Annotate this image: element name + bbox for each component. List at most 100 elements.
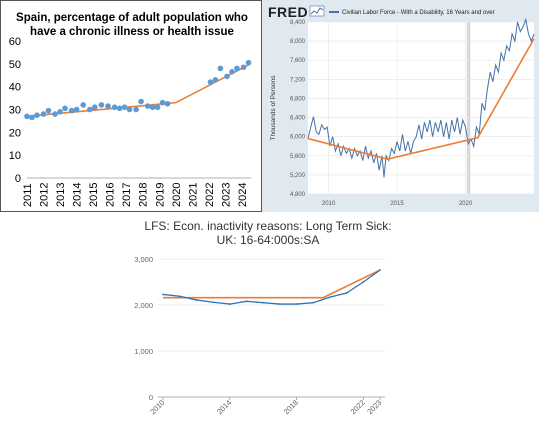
lfs-x-tick-label: 2018 xyxy=(282,398,300,416)
lfs-chart: LFS: Econ. inactivity reasons: Long Term… xyxy=(134,219,391,416)
spain-data-point xyxy=(91,104,98,111)
spain-chart-panel: Spain, percentage of adult population wh… xyxy=(0,0,262,212)
spain-y-tick-label: 0 xyxy=(15,173,21,185)
fred-x-tick-label: 2010 xyxy=(322,201,336,207)
fred-logo-icon xyxy=(309,5,325,17)
fred-x-tick-label: 2015 xyxy=(390,201,404,207)
spain-data-point xyxy=(159,99,166,106)
lfs-data-point xyxy=(329,296,331,299)
spain-data-point xyxy=(116,105,123,112)
lfs-y-tick-label: 1,000 xyxy=(134,347,153,356)
fred-y-tick-label: 6,800 xyxy=(290,96,306,102)
spain-data-point xyxy=(105,103,111,109)
spain-data-point xyxy=(87,106,93,113)
lfs-chart-title-line-2: UK: 16-64:000s:SA xyxy=(217,233,320,247)
fred-y-tick-label: 7,200 xyxy=(290,77,306,83)
spain-data-point xyxy=(212,77,219,83)
spain-data-point xyxy=(133,106,139,113)
spain-data-point xyxy=(234,65,240,72)
spain-data-point xyxy=(34,112,40,119)
fred-recession-band xyxy=(466,22,471,194)
spain-y-tick-label: 40 xyxy=(9,82,21,94)
fred-chart: FRED Civilian Labor Force - With a Disab… xyxy=(268,4,535,207)
spain-x-tick-label: 2013 xyxy=(55,183,67,207)
fred-y-tick-label: 6,000 xyxy=(290,135,306,141)
spain-data-point xyxy=(45,107,52,114)
spain-data-point xyxy=(245,59,252,66)
spain-y-tick-label: 30 xyxy=(9,105,21,117)
lfs-series-line xyxy=(162,269,381,305)
lfs-chart-panel: LFS: Econ. inactivity reasons: Long Term… xyxy=(0,216,539,428)
lfs-y-tick-label: 3,000 xyxy=(134,255,153,264)
lfs-data-point xyxy=(345,292,348,294)
spain-data-point xyxy=(52,111,58,117)
spain-y-tick-label: 60 xyxy=(9,36,21,48)
spain-y-tick-label: 20 xyxy=(9,127,21,139)
fred-y-axis-label: Thousands of Persons xyxy=(270,75,277,141)
spain-x-tick-label: 2022 xyxy=(204,183,216,207)
spain-y-tick-label: 50 xyxy=(9,59,21,71)
spain-x-tick-label: 2011 xyxy=(22,183,34,207)
spain-x-tick-label: 2019 xyxy=(154,183,166,207)
spain-data-point xyxy=(217,65,224,72)
fred-y-tick-label: 7,600 xyxy=(290,58,306,64)
spain-data-point xyxy=(68,107,75,114)
spain-x-tick-label: 2020 xyxy=(171,183,183,207)
spain-data-point xyxy=(144,103,151,109)
spain-x-tick-label: 2015 xyxy=(88,183,100,207)
fred-y-tick-label: 8,000 xyxy=(290,39,306,45)
spain-data-point xyxy=(29,114,35,121)
spain-data-point xyxy=(73,106,80,113)
spain-data-point xyxy=(164,100,171,107)
fred-chart-title: Civilian Labor Force - With a Disability… xyxy=(342,10,495,16)
spain-data-point xyxy=(240,64,247,71)
spain-data-point xyxy=(207,79,214,85)
spain-data-point xyxy=(138,98,144,105)
lfs-chart-title-line-1: LFS: Econ. inactivity reasons: Long Term… xyxy=(144,219,391,233)
lfs-x-tick-label: 2023 xyxy=(365,398,383,416)
fred-y-tick-label: 5,600 xyxy=(290,154,306,160)
lfs-data-point xyxy=(228,303,231,305)
lfs-x-tick-label: 2014 xyxy=(215,398,233,416)
spain-x-tick-label: 2023 xyxy=(220,183,232,207)
spain-data-point xyxy=(126,106,133,113)
spain-data-point xyxy=(57,108,63,115)
spain-data-point xyxy=(24,113,30,120)
spain-x-tick-label: 2014 xyxy=(72,183,84,207)
spain-data-point xyxy=(40,111,47,117)
spain-data-point xyxy=(154,104,161,111)
spain-x-tick-label: 2012 xyxy=(39,183,51,207)
spain-x-tick-label: 2018 xyxy=(138,183,150,207)
fred-x-tick-label: 2020 xyxy=(459,201,473,207)
lfs-data-point xyxy=(379,269,381,271)
fred-chart-panel: FRED Civilian Labor Force - With a Disab… xyxy=(262,0,539,212)
lfs-trend-line xyxy=(163,269,381,299)
fred-y-tick-label: 5,200 xyxy=(290,173,306,179)
fred-y-tick-label: 6,400 xyxy=(290,116,306,122)
lfs-data-point xyxy=(278,303,281,305)
spain-data-point xyxy=(111,104,118,111)
spain-data-point xyxy=(229,69,235,75)
spain-data-point xyxy=(62,105,68,112)
lfs-x-tick-label: 2022 xyxy=(349,398,367,416)
spain-chart: Spain, percentage of adult population wh… xyxy=(9,12,252,207)
fred-y-tick-label: 4,800 xyxy=(290,192,306,198)
lfs-data-point xyxy=(162,293,164,296)
spain-y-tick-label: 10 xyxy=(9,150,21,162)
lfs-data-point xyxy=(212,301,214,304)
lfs-y-tick-label: 0 xyxy=(149,393,153,402)
spain-x-tick-label: 2017 xyxy=(121,183,133,207)
spain-x-tick-label: 2024 xyxy=(237,183,249,207)
fred-logo: FRED xyxy=(268,4,308,20)
spain-x-tick-label: 2021 xyxy=(187,183,199,207)
lfs-data-point xyxy=(195,299,198,301)
fred-y-tick-label: 8,400 xyxy=(290,20,306,26)
spain-data-point xyxy=(224,73,230,80)
lfs-data-point xyxy=(362,281,365,283)
lfs-y-tick-label: 2,000 xyxy=(134,301,153,310)
spain-chart-title-line-1: Spain, percentage of adult population wh… xyxy=(16,12,248,24)
spain-data-point xyxy=(149,104,156,111)
fred-series-line xyxy=(307,17,535,178)
spain-chart-title-line-2: have a chronic illness or health issue xyxy=(30,26,234,38)
spain-x-tick-label: 2016 xyxy=(105,183,117,207)
